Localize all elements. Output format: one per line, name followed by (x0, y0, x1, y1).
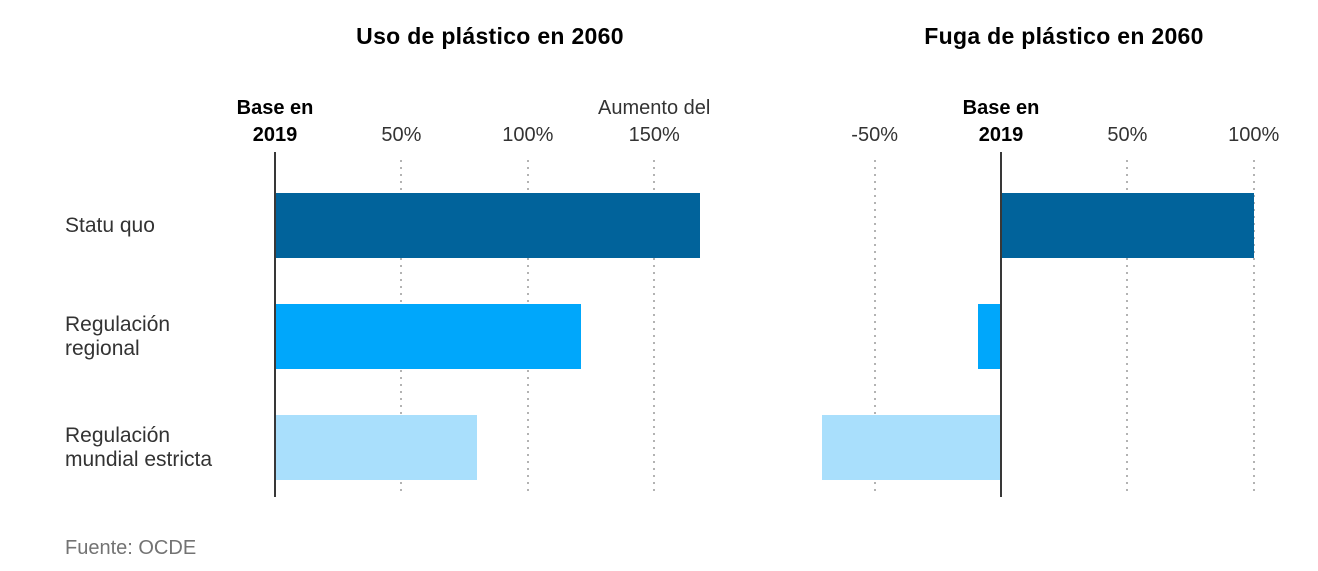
tick-label-aumento-del-150: Aumento del 150% (598, 97, 711, 146)
source-label: Fuente: OCDE (65, 537, 197, 559)
tick-label-50: -50% (851, 124, 898, 146)
tick-label-50: 50% (381, 124, 422, 146)
bar-statu-quo (275, 193, 700, 258)
bar-regulacion-mundial-estricta (821, 415, 1001, 480)
bar-regulacion-mundial-estricta (275, 415, 478, 480)
chart-title: Uso de plástico en 2060 (356, 23, 624, 49)
tick-label-100: 100% (502, 124, 554, 146)
gridline-150 (653, 160, 656, 493)
tick-label-50: 50% (1107, 124, 1148, 146)
axis-baseline (1000, 152, 1002, 497)
gridline--50 (873, 160, 876, 493)
tick-label-base-en-2019: Base en 2019 (962, 97, 1040, 146)
chart-title: Fuga de plástico en 2060 (924, 23, 1204, 49)
bar-regulacion-regional (275, 304, 581, 369)
gridline-100 (1252, 160, 1255, 493)
tick-label-base-en-2019: Base en 2019 (236, 97, 314, 146)
category-label-regulacion-mundial-estricta: Regulación mundial estricta (65, 423, 213, 471)
bar-regulacion-regional (978, 304, 1001, 369)
bar-statu-quo (1001, 193, 1254, 258)
tick-label-100: 100% (1228, 124, 1280, 146)
category-label-statu-quo: Statu quo (65, 213, 155, 237)
axis-baseline (274, 152, 276, 497)
gridline-50 (1126, 160, 1129, 493)
category-label-regulacion-regional: Regulación regional (65, 312, 171, 360)
